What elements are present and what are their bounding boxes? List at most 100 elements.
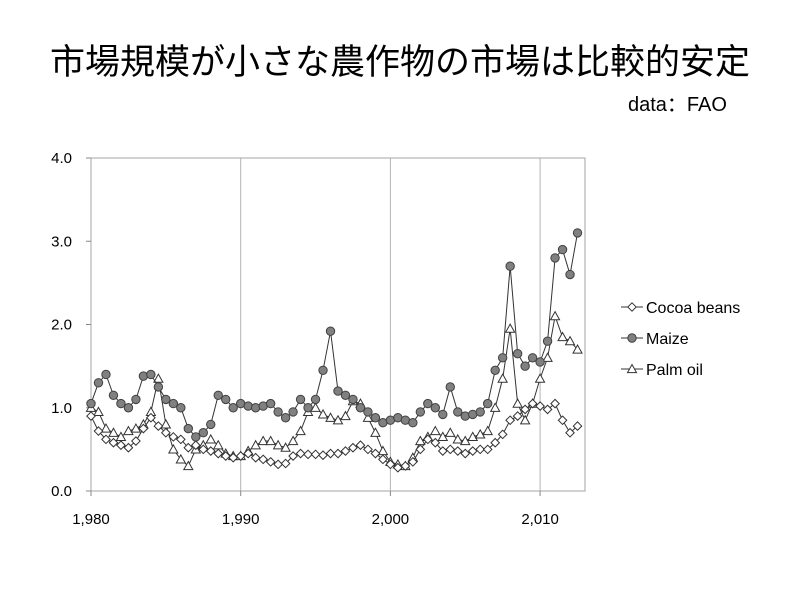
- data-point: [145, 412, 156, 423]
- data-point: [318, 450, 328, 461]
- data-point: [444, 427, 456, 437]
- data-point: [280, 458, 291, 469]
- data-point: [482, 398, 493, 409]
- y-tick-label: 4.0: [51, 150, 72, 167]
- data-point: [130, 423, 142, 433]
- legend-marker: [626, 363, 638, 374]
- data-point: [153, 373, 164, 383]
- data-point: [138, 423, 149, 434]
- data-point: [250, 452, 261, 463]
- data-point: [250, 439, 262, 450]
- data-point: [423, 398, 433, 409]
- data-point: [429, 425, 441, 436]
- data-point: [385, 459, 396, 470]
- data-point: [310, 394, 321, 405]
- data-point: [467, 446, 478, 456]
- data-point: [407, 456, 418, 467]
- data-point: [542, 404, 553, 415]
- data-point: [370, 448, 381, 459]
- data-point: [167, 443, 179, 454]
- data-point: [198, 428, 208, 438]
- x-tick-label: 1,990: [222, 511, 260, 528]
- data-point: [325, 448, 336, 459]
- tick-labels: 1,980 1,990 2,000 2,010 0.0 1.0 2.0 3.0 4.0: [51, 150, 559, 528]
- data-point: [453, 407, 463, 417]
- data-point: [505, 415, 516, 426]
- data-point: [482, 444, 493, 455]
- data-point: [101, 434, 111, 445]
- data-point: [175, 434, 186, 445]
- data-point: [557, 244, 568, 255]
- legend-label: Cocoa beans: [646, 300, 740, 317]
- data-point: [363, 407, 373, 417]
- data-point: [392, 462, 403, 473]
- data-point: [400, 461, 411, 471]
- data-point: [295, 425, 306, 436]
- data-point: [116, 440, 126, 451]
- legend-label: Palm oil: [646, 362, 703, 379]
- data-point: [415, 444, 426, 455]
- data-point: [273, 459, 284, 470]
- data-point: [445, 382, 455, 392]
- data-point: [183, 423, 194, 434]
- data-point: [363, 444, 373, 455]
- data-point: [467, 431, 479, 441]
- legend-item: Maize: [621, 331, 689, 348]
- data-point: [310, 449, 321, 460]
- data-point: [542, 352, 553, 362]
- data-point: [348, 394, 358, 405]
- data-point: [303, 449, 313, 460]
- grid-lines: [90, 158, 541, 491]
- data-point: [168, 431, 179, 442]
- x-tick-label: 1,980: [72, 511, 110, 528]
- data-point: [565, 427, 575, 438]
- data-point: [445, 444, 456, 455]
- data-point: [108, 427, 119, 437]
- data-point: [318, 365, 328, 375]
- data-point: [265, 398, 276, 409]
- data-point: [228, 452, 239, 463]
- data-point: [340, 390, 351, 400]
- data-point: [243, 448, 254, 459]
- data-point: [108, 390, 119, 400]
- data-point: [333, 448, 343, 459]
- data-point: [348, 442, 358, 453]
- data-point: [564, 335, 576, 346]
- data-point: [497, 429, 508, 440]
- legend: Cocoa beans Maize Palm oil: [621, 300, 740, 379]
- data-point: [190, 440, 201, 451]
- data-point: [123, 442, 134, 453]
- series-maize: [86, 228, 583, 442]
- legend-item: Cocoa beans: [621, 300, 740, 317]
- data-point: [549, 310, 561, 321]
- data-point: [213, 390, 223, 400]
- data-point: [527, 353, 538, 363]
- data-point: [550, 398, 560, 409]
- data-point: [160, 427, 171, 438]
- data-point: [512, 348, 523, 359]
- data-point: [86, 411, 96, 421]
- data-point: [205, 433, 217, 444]
- data-point: [565, 269, 575, 280]
- data-point: [497, 353, 508, 363]
- data-point: [257, 435, 269, 446]
- data-point: [303, 403, 313, 413]
- data-point: [288, 451, 298, 461]
- data-point: [176, 403, 186, 413]
- data-point: [452, 446, 463, 456]
- data-point: [490, 437, 501, 448]
- source-note: data：FAO: [628, 94, 727, 116]
- data-point: [572, 343, 583, 354]
- data-point: [138, 371, 149, 381]
- data-point: [93, 406, 104, 417]
- data-point: [280, 442, 291, 452]
- data-point: [542, 336, 553, 346]
- data-point: [205, 446, 216, 456]
- data-point: [317, 408, 329, 419]
- x-tick-label: 2,010: [521, 511, 559, 528]
- legend-item: Palm oil: [621, 362, 703, 379]
- data-point: [527, 398, 538, 409]
- data-point: [183, 442, 194, 453]
- legend-marker: [627, 302, 637, 312]
